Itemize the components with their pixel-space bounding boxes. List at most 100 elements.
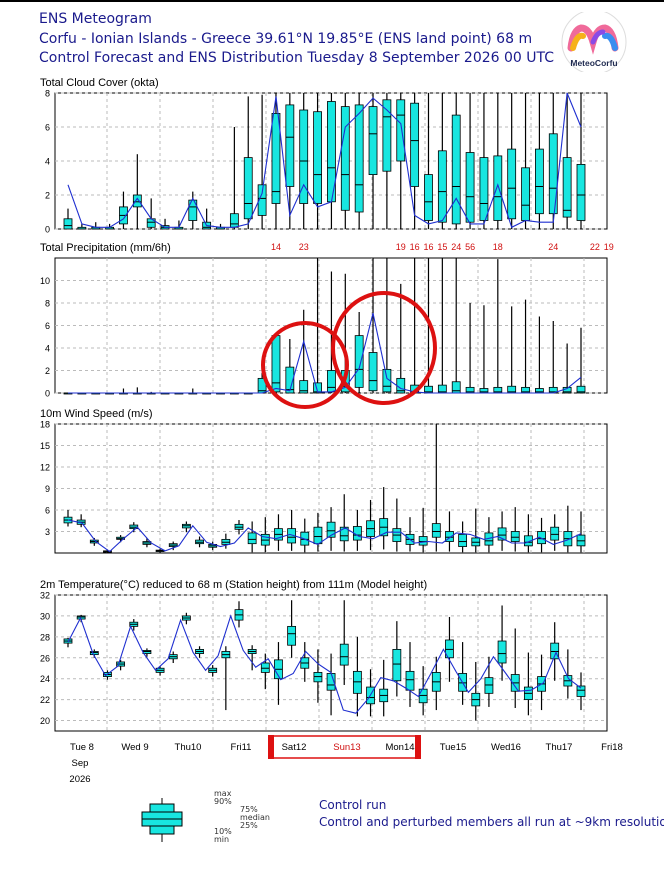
- box-iqr: [576, 385, 586, 394]
- max-value-label: 19: [396, 242, 406, 252]
- box-iqr: [326, 521, 336, 538]
- box-iqr: [313, 672, 323, 683]
- legend-min: min: [214, 835, 230, 844]
- box-iqr: [405, 670, 415, 691]
- x-day-label: Wed16: [491, 742, 521, 753]
- x-day-label: Sat12: [282, 742, 307, 753]
- box-iqr: [382, 99, 392, 172]
- max-value-label: 16: [423, 242, 433, 252]
- highlight-circle: [261, 321, 349, 409]
- x-year-label: 2026: [69, 774, 90, 785]
- meteo-logo-icon: MeteoCorfu: [561, 9, 627, 75]
- box-iqr: [396, 99, 406, 162]
- x-month-label: Sep: [72, 758, 89, 769]
- y-tick-label: 4: [45, 157, 50, 167]
- box-iqr: [132, 194, 142, 208]
- box-iqr: [368, 352, 378, 392]
- control-line: [67, 614, 582, 714]
- control-line: [67, 519, 582, 553]
- panel-title: 2m Temperature(°C) reduced to 68 m (Stat…: [40, 579, 427, 591]
- box-iqr: [510, 531, 520, 542]
- box-iqr: [445, 639, 454, 659]
- box-iqr: [548, 133, 558, 215]
- box-iqr: [451, 114, 461, 225]
- top-border: [0, 0, 664, 2]
- box-iqr: [576, 163, 586, 221]
- max-value-label: 24: [548, 242, 558, 252]
- box-iqr: [535, 148, 544, 215]
- x-day-label: Fri11: [231, 742, 252, 753]
- box-iqr: [339, 643, 349, 666]
- box-iqr: [521, 167, 530, 221]
- y-tick-label: 10: [40, 276, 50, 286]
- box-iqr: [352, 670, 362, 694]
- panel-4: [54, 594, 608, 732]
- max-value-label: 14: [271, 242, 281, 252]
- x-day-label: Fri18: [601, 742, 623, 753]
- box-iqr: [562, 157, 572, 218]
- max-value-label: 23: [299, 242, 309, 252]
- box-iqr: [497, 527, 507, 541]
- weekend-highlight-right: [415, 735, 421, 759]
- y-tick-label: 15: [40, 441, 50, 451]
- box-iqr: [339, 526, 349, 542]
- y-tick-label: 32: [40, 591, 50, 601]
- y-tick-label: 0: [45, 225, 50, 235]
- y-tick-label: 3: [45, 527, 50, 537]
- y-tick-label: 24: [40, 674, 50, 684]
- box-iqr: [431, 523, 441, 538]
- y-tick-label: 0: [45, 389, 50, 399]
- legend-control-run: Control run: [319, 798, 387, 812]
- run-subtitle: Control Forecast and ENS Distribution Tu…: [39, 50, 555, 66]
- box-iqr: [89, 651, 99, 656]
- box-iqr: [354, 104, 364, 213]
- box-iqr: [497, 640, 507, 664]
- panel-1: [54, 92, 608, 230]
- box-iqr: [479, 157, 489, 221]
- box-iqr: [247, 532, 257, 545]
- max-value-label: 16: [410, 242, 420, 252]
- box-iqr: [340, 106, 350, 211]
- box-iqr: [188, 199, 198, 221]
- meteocorfu-logo: MeteoCorfu: [559, 9, 629, 75]
- y-tick-label: 18: [40, 420, 50, 430]
- max-value-label: 15: [437, 242, 447, 252]
- legend-p90: 90%: [214, 797, 232, 806]
- box-iqr: [493, 155, 503, 221]
- legend-boxplot-symbol: [141, 798, 183, 842]
- highlight-circle: [331, 291, 437, 405]
- box-iqr: [271, 113, 281, 204]
- x-day-label: Thu17: [546, 742, 573, 753]
- box-iqr: [368, 106, 378, 175]
- x-day-label: Tue 8: [70, 742, 94, 753]
- control-line: [67, 92, 582, 229]
- box-iqr: [63, 218, 73, 230]
- y-tick-label: 2: [45, 191, 50, 201]
- box-iqr: [271, 335, 281, 393]
- box-iqr: [451, 381, 461, 394]
- box-iqr: [523, 535, 533, 547]
- legend-p25: 25%: [240, 821, 258, 830]
- max-value-label: 24: [451, 242, 461, 252]
- box-iqr: [313, 111, 322, 204]
- control-line: [68, 312, 582, 394]
- y-tick-label: 22: [40, 695, 50, 705]
- legend-members-note: Control and perturbed members all run at…: [319, 815, 664, 829]
- weekend-highlight-left: [268, 735, 274, 759]
- box-iqr: [418, 536, 428, 546]
- box-iqr: [550, 642, 560, 660]
- legend-max: max: [214, 789, 232, 798]
- box-iqr: [484, 677, 494, 694]
- max-value-label: 18: [493, 242, 503, 252]
- y-tick-label: 12: [40, 463, 50, 473]
- y-tick-label: 8: [45, 89, 50, 99]
- panel-title: Total Precipitation (mm/6h): [40, 242, 171, 254]
- x-day-label: Thu10: [175, 742, 202, 753]
- y-tick-label: 20: [40, 716, 50, 726]
- box-iqr: [285, 104, 295, 187]
- location-line: Corfu - Ionian Islands - Greece 39.61°N …: [39, 31, 533, 47]
- logo-text: MeteoCorfu: [570, 58, 617, 68]
- y-tick-label: 2: [45, 366, 50, 376]
- box-iqr: [285, 366, 295, 394]
